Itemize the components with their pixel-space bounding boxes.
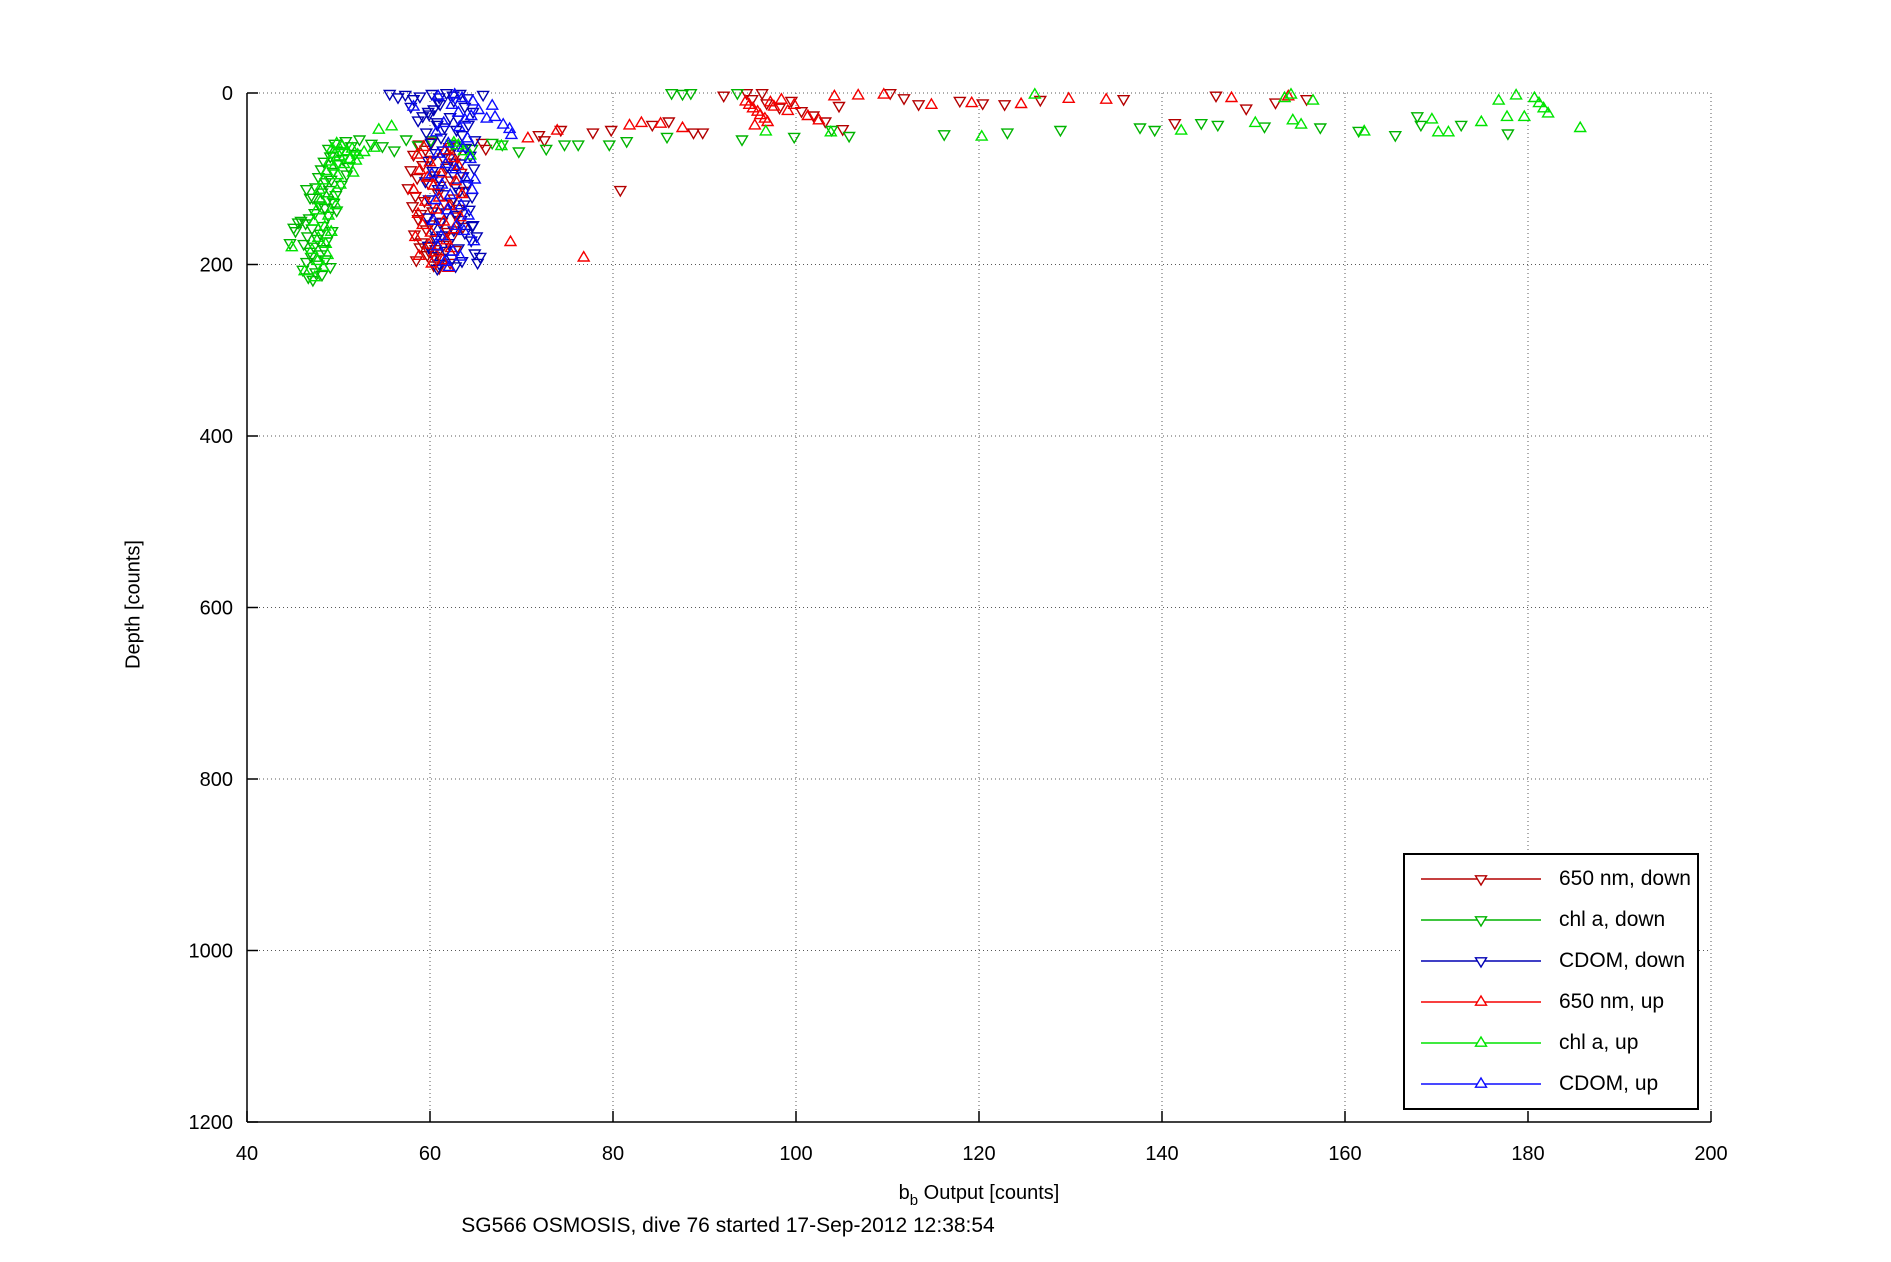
- triangle-down-icon: [1421, 875, 1541, 887]
- x-tick-label: 120: [962, 1143, 995, 1165]
- legend-label: chl a, down: [1559, 908, 1666, 931]
- series-3-markers: [406, 87, 1296, 272]
- legend-label: CDOM, up: [1559, 1072, 1659, 1095]
- x-axis-label-subscript: b: [909, 1192, 919, 1209]
- x-tick-label: 160: [1328, 1143, 1361, 1165]
- legend-item: CDOM, down: [1405, 941, 1697, 982]
- y-tick-label: 600: [200, 598, 233, 620]
- legend-item: chl a, down: [1405, 900, 1697, 941]
- triangle-down-icon: [1421, 957, 1541, 969]
- x-tick-label: 140: [1145, 1143, 1178, 1165]
- series-0-markers: [401, 89, 1314, 276]
- x-axis-label: bb Output [counts]: [729, 1182, 1229, 1209]
- legend-label: 650 nm, down: [1559, 867, 1691, 890]
- legend-label: CDOM, down: [1559, 949, 1686, 972]
- x-tick-label: 100: [779, 1143, 812, 1165]
- legend-item: chl a, up: [1405, 1023, 1697, 1064]
- x-tick-label: 40: [236, 1143, 258, 1165]
- x-axis-label-rest: Output [counts]: [918, 1182, 1060, 1204]
- y-tick-label: 1200: [189, 1112, 234, 1134]
- legend-label: chl a, up: [1559, 1031, 1639, 1054]
- triangle-down-icon: [1421, 916, 1541, 928]
- y-tick-label: 0: [222, 83, 233, 105]
- y-axis-label: Depth [counts]: [122, 540, 145, 669]
- y-tick-label: 800: [200, 769, 233, 791]
- x-tick-label: 180: [1511, 1143, 1544, 1165]
- legend: 650 nm, down chl a, down CDOM, down 650 nm,…: [1403, 853, 1699, 1110]
- x-tick-label: 60: [419, 1143, 441, 1165]
- legend-item: 650 nm, down: [1405, 859, 1697, 900]
- y-tick-label: 1000: [189, 941, 234, 963]
- series-4-markers: [285, 87, 1587, 282]
- figure-subtitle: SG566 OSMOSIS, dive 76 started 17-Sep-20…: [461, 1214, 995, 1237]
- x-axis-label-base: b: [898, 1182, 910, 1204]
- triangle-up-icon: [1421, 994, 1541, 1006]
- legend-item: 650 nm, up: [1405, 982, 1697, 1023]
- y-tick-label: 400: [200, 426, 233, 448]
- y-tick-label: 200: [200, 255, 233, 277]
- x-tick-label: 80: [602, 1143, 624, 1165]
- legend-label: 650 nm, up: [1559, 990, 1665, 1013]
- series-5-markers: [406, 87, 519, 272]
- x-tick-label: 200: [1694, 1143, 1727, 1165]
- triangle-up-icon: [1421, 1076, 1541, 1088]
- triangle-up-icon: [1421, 1035, 1541, 1047]
- legend-item: CDOM, up: [1405, 1064, 1697, 1105]
